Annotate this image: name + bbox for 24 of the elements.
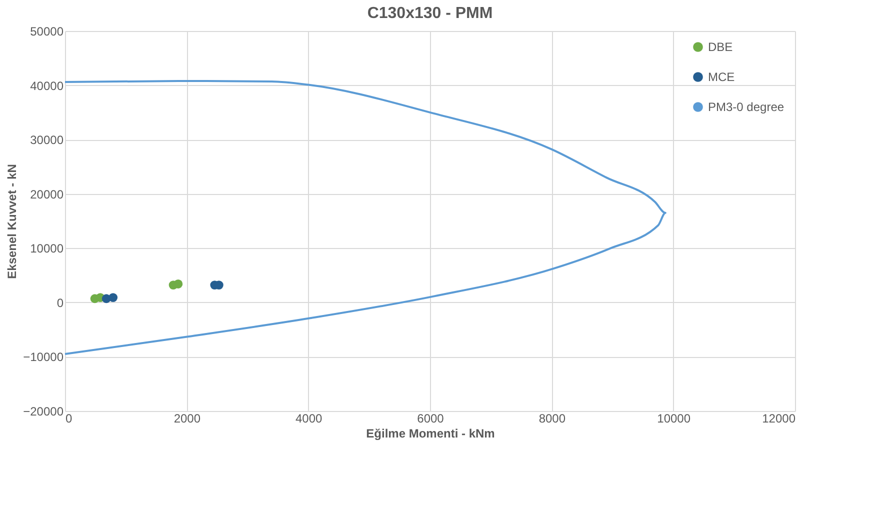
- line-series: [64, 80, 666, 355]
- x-tick-label: 4000: [295, 412, 323, 426]
- x-tick-label: 12000: [762, 412, 796, 426]
- y-tick-label: −20000: [23, 404, 64, 418]
- x-tick-label: 8000: [538, 412, 566, 426]
- y-axis-title: Eksenel Kuvvet - kN: [5, 164, 20, 279]
- legend-label: DBE: [708, 40, 733, 54]
- y-tick-label: −10000: [23, 350, 64, 364]
- point: [174, 280, 183, 288]
- x-axis-title: Eğilme Momenti - kNm: [366, 426, 495, 440]
- x-tick-label: 6000: [417, 412, 444, 426]
- y-tick-label: 40000: [30, 78, 64, 93]
- y-tick-label: 50000: [30, 24, 64, 38]
- chart-title: C130x130 - PMM: [367, 5, 493, 22]
- y-tick-label: 20000: [30, 187, 64, 202]
- y-tick-label: 30000: [30, 133, 64, 148]
- y-tick-label: 10000: [30, 242, 64, 256]
- x-tick-label: 0: [66, 412, 72, 426]
- point: [108, 293, 118, 302]
- legend-label: MCE: [708, 70, 735, 84]
- x-tick-label: 10000: [657, 412, 691, 426]
- x-tick-label: 2000: [174, 412, 201, 426]
- y-tick-label: 0: [56, 296, 64, 310]
- legend-label: PM3-0 degree: [708, 100, 784, 114]
